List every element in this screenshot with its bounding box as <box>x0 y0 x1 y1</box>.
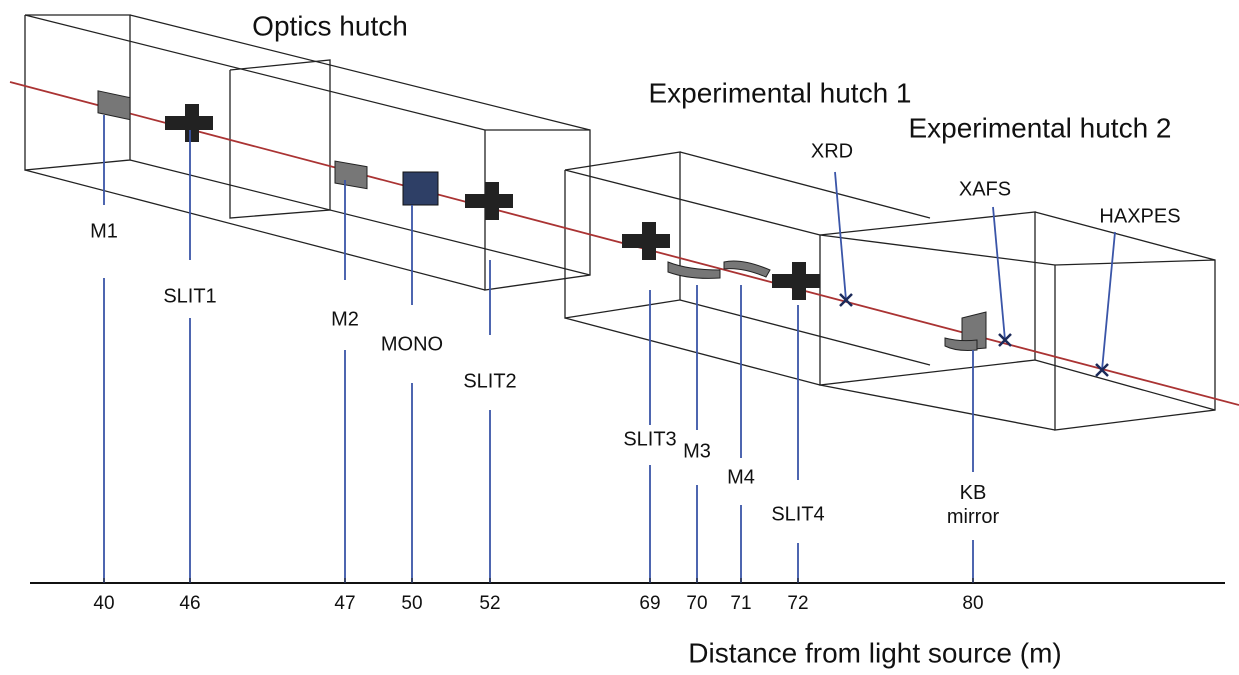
sample-marker <box>1095 363 1109 377</box>
experimental-hutch-1-box <box>564 151 931 386</box>
axis-label: Distance from light source (m) <box>688 637 1061 668</box>
endstation-label: XRD <box>811 140 853 162</box>
distance-label: 72 <box>787 593 808 614</box>
component-label-box: KB mirror <box>946 482 1000 528</box>
component-label: M1 <box>90 220 118 242</box>
endstation-label: HAXPES <box>1099 205 1180 227</box>
component-label: M4 <box>727 466 755 488</box>
component-label: SLIT4 <box>771 503 824 525</box>
distance-label: 50 <box>401 593 422 614</box>
distance-label: 80 <box>962 593 983 614</box>
hutch-label: Experimental hutch 2 <box>908 112 1171 143</box>
component-label: MONO <box>381 333 443 355</box>
distance-label: 71 <box>730 593 751 614</box>
component-label: KB mirror <box>946 482 1000 528</box>
optics-hutch-box <box>24 14 591 291</box>
hutch-label: Experimental hutch 1 <box>648 77 911 108</box>
distance-label: 70 <box>686 593 707 614</box>
hutch-label: Optics hutch <box>252 10 408 41</box>
component-label: SLIT3 <box>623 428 676 450</box>
leader-line <box>834 171 847 301</box>
component-label: SLIT2 <box>463 370 516 392</box>
component-label: SLIT1 <box>163 285 216 307</box>
distance-label: 46 <box>179 593 200 614</box>
sample-marker <box>839 293 853 307</box>
distance-label: 52 <box>479 593 500 614</box>
sample-marker <box>998 333 1012 347</box>
distance-label: 69 <box>639 593 660 614</box>
endstation-label: XAFS <box>959 178 1011 200</box>
component-label: M2 <box>331 308 359 330</box>
leader-line <box>992 206 1006 341</box>
experimental-hutch-2-box <box>819 211 1216 431</box>
distance-label: 40 <box>93 593 114 614</box>
distance-label: 47 <box>334 593 355 614</box>
optical-elements <box>97 90 987 351</box>
component-label: M3 <box>683 440 711 462</box>
leader-line <box>1101 231 1116 371</box>
